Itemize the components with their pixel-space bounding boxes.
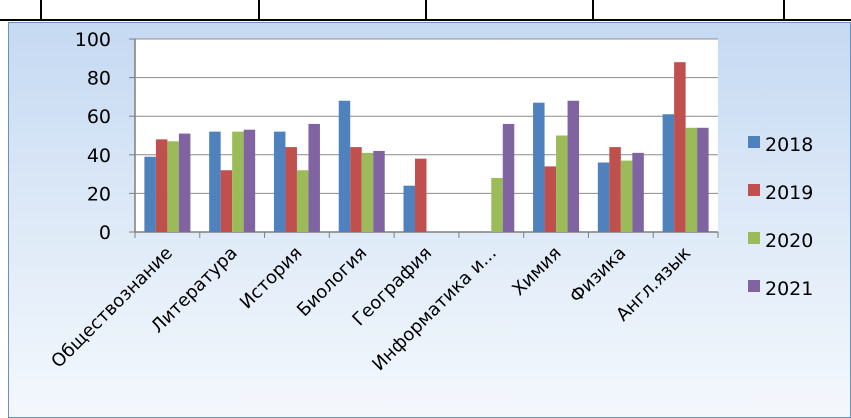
table-cell-divider (783, 0, 785, 19)
bar-2018-1 (144, 156, 156, 232)
bar-2020-3 (296, 170, 309, 232)
legend-swatch-2021 (748, 280, 760, 292)
bar-2020-9 (685, 127, 698, 232)
bar-2020-8 (620, 160, 633, 232)
bar-2019-7 (544, 166, 557, 232)
table-cell-divider (425, 0, 427, 19)
bar-2020-1 (167, 141, 179, 232)
bar-2021-3 (308, 123, 320, 232)
y-tick-label: 80 (87, 68, 111, 90)
bar-2021-1 (178, 133, 191, 232)
bar-2018-3 (273, 131, 286, 232)
x-category-label: Химия (508, 243, 565, 300)
legend-swatch-2020 (748, 232, 760, 244)
x-category-label: Информатика и... (368, 243, 500, 375)
y-tick-label: 20 (87, 183, 111, 205)
y-tick-label: 100 (75, 29, 111, 51)
bar-2019-3 (285, 147, 297, 232)
bar-2021-9 (697, 127, 709, 232)
table-cell-divider (40, 0, 42, 19)
bar-2018-7 (533, 102, 545, 232)
bar-2019-9 (674, 62, 686, 232)
bar-2019-5 (415, 158, 427, 232)
bar-2021-7 (567, 100, 580, 232)
bar-2021-8 (632, 152, 644, 232)
x-category-label: Физика (566, 243, 631, 308)
bar-2019-1 (155, 139, 168, 232)
table-cell-divider (592, 0, 594, 19)
table-top-edge (0, 0, 851, 21)
bar-2018-2 (209, 131, 221, 232)
bar-2018-5 (403, 185, 415, 232)
bar-2018-4 (338, 100, 351, 232)
legend-swatch-2018 (748, 136, 760, 148)
bar-2018-8 (597, 162, 610, 232)
y-tick-label: 0 (99, 222, 111, 244)
bar-2018-9 (662, 114, 675, 232)
legend-label-2021: 2021 (765, 278, 813, 300)
bar-2020-6 (491, 177, 503, 232)
bar-2021-6 (502, 123, 515, 232)
bar-2019-8 (609, 147, 621, 232)
legend-label-2020: 2020 (765, 230, 813, 252)
y-tick-label: 60 (87, 106, 111, 128)
bar-2019-2 (220, 170, 233, 232)
y-tick-label: 40 (87, 145, 111, 167)
table-cell-divider (258, 0, 260, 19)
bar-2020-2 (232, 131, 244, 232)
legend-label-2019: 2019 (765, 182, 813, 204)
legend-label-2018: 2018 (765, 134, 813, 156)
bar-2021-2 (243, 129, 256, 232)
bar-2020-7 (556, 135, 568, 232)
legend-swatch-2019 (748, 184, 760, 196)
x-category-label: Обществознание (47, 243, 177, 373)
bar-2020-4 (361, 152, 374, 232)
bar-2019-4 (350, 147, 362, 232)
bar-2021-4 (373, 150, 385, 232)
